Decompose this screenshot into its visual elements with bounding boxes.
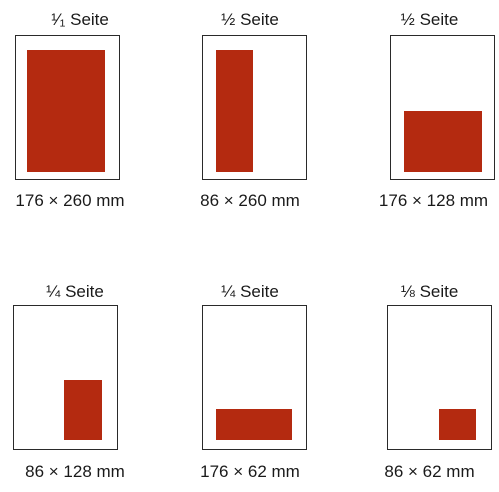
ad-area (439, 409, 476, 440)
ad-area (27, 50, 105, 172)
page-outline (387, 305, 492, 450)
format-half-page-horizontal: ½ Seite 176 × 128 mm (360, 0, 499, 220)
format-dimensions: 86 × 128 mm (25, 462, 125, 481)
ad-area (216, 409, 292, 440)
format-dimensions: 176 × 260 mm (15, 191, 125, 210)
format-dimensions: 86 × 62 mm (384, 462, 475, 481)
format-full-page: ¹⁄₁ Seite 176 × 260 mm (0, 0, 140, 220)
format-title: ½ Seite (400, 10, 459, 29)
format-dimensions: 176 × 128 mm (378, 191, 489, 210)
format-title: ¹⁄₁ Seite (51, 10, 109, 29)
page-outline (390, 35, 495, 180)
format-title: ½ Seite (221, 10, 279, 29)
page-outline (202, 305, 307, 450)
ad-area (216, 50, 253, 172)
page-outline (202, 35, 307, 180)
format-title: ¼ Seite (221, 282, 279, 301)
format-quarter-page-horizontal: ¼ Seite 176 × 62 mm (180, 272, 320, 492)
ad-area (64, 380, 102, 440)
ad-area (404, 111, 482, 172)
format-eighth-page: ⅛ Seite 86 × 62 mm (360, 272, 499, 492)
page-outline (13, 305, 118, 450)
format-half-page-vertical: ½ Seite 86 × 260 mm (180, 0, 320, 220)
format-title: ¼ Seite (46, 282, 104, 301)
format-dimensions: 86 × 260 mm (200, 191, 300, 210)
page-outline (15, 35, 120, 180)
format-title: ⅛ Seite (400, 282, 459, 301)
format-dimensions: 176 × 62 mm (200, 462, 300, 481)
format-quarter-page-vertical: ¼ Seite 86 × 128 mm (0, 272, 140, 492)
